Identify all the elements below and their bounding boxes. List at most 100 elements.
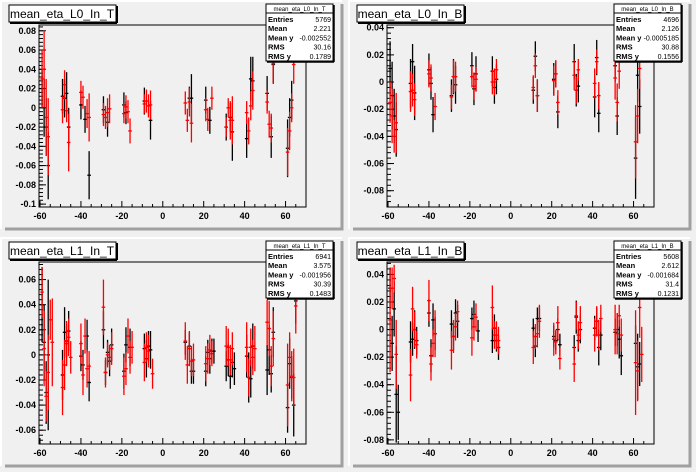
data-point (85, 349, 89, 388)
data-point (537, 304, 542, 338)
chart-svg: -60 -40 -20 0 20 40 60 -0.08 -0.06 -0.04 -0.02 0 0.0… (348, 237, 692, 468)
y-tick-label: 0 (31, 103, 36, 113)
data-point (269, 346, 274, 387)
stats-value: 30.16 (313, 45, 331, 52)
data-point (44, 371, 48, 422)
x-tick-label: 40 (240, 211, 250, 221)
data-point (615, 83, 619, 122)
data-point (50, 298, 55, 387)
data-point (535, 79, 540, 112)
data-point (124, 352, 128, 386)
data-point (289, 351, 294, 402)
data-point (633, 310, 638, 416)
data-point (556, 306, 560, 340)
data-point (109, 332, 114, 365)
data-point (619, 318, 624, 352)
data-point (83, 318, 87, 354)
data-point (210, 86, 214, 110)
data-point (291, 348, 296, 407)
data-point (246, 358, 251, 397)
series-red (40, 30, 296, 177)
data-point (40, 50, 44, 108)
data-point (572, 60, 577, 91)
data-point (40, 267, 44, 318)
data-point (269, 113, 274, 143)
x-tick-label: 0 (508, 211, 513, 221)
data-point (594, 306, 599, 337)
stats-value: 2.126 (661, 26, 679, 33)
chart-title: mean_eta_L1_In_T (10, 244, 115, 258)
x-tick-label: 40 (588, 211, 598, 221)
stats-value: 2.612 (661, 263, 679, 270)
data-point (87, 93, 91, 142)
y-tick-label: 0.04 (18, 300, 36, 310)
pad-mean-eta-l1-in-t: -60 -40 -20 0 20 40 60 -0.06 -0.04 -0.02 0 0.02 0.04… (0, 237, 345, 472)
data-point (390, 88, 394, 144)
stats-label: RMS y (616, 52, 640, 61)
data-point (574, 76, 579, 104)
data-point (62, 339, 67, 391)
data-point (203, 346, 208, 382)
data-point (142, 343, 147, 382)
data-point (187, 87, 192, 117)
y-tick-label: 0.02 (366, 50, 384, 60)
data-point (472, 72, 476, 100)
y-tick-label: 0.02 (18, 325, 36, 335)
data-point (453, 61, 458, 92)
data-point (558, 347, 562, 370)
data-point (429, 64, 433, 92)
data-point (474, 303, 478, 331)
stats-value: 0.1483 (310, 291, 332, 298)
y-tick-label: 0 (379, 325, 384, 335)
data-point (105, 98, 110, 128)
data-point (496, 326, 501, 355)
x-tick-label: 40 (588, 448, 598, 458)
data-point (128, 341, 132, 374)
pad-bevel-shadow (5, 241, 344, 468)
pad-bevel-highlight (0, 0, 342, 229)
data-point (474, 67, 478, 92)
data-point (146, 334, 151, 368)
data-point (124, 95, 128, 119)
pad-mean-eta-l0-in-b: -60 -40 -20 0 20 40 60 -0.08 -0.06 -0.04 -0.02 0 0.0… (348, 0, 693, 235)
data-point (150, 358, 155, 389)
stats-label: RMS y (268, 52, 292, 61)
data-point (592, 68, 597, 99)
data-point (126, 318, 130, 354)
data-point (101, 279, 106, 335)
stats-value: 5608 (663, 254, 679, 261)
chart-svg: -60 -40 -20 0 20 40 60 -0.1 -0.08 -0.06 -0.04 -0.02… (0, 0, 344, 231)
y-tick-label: -0.06 (15, 425, 36, 435)
x-tick-label: 20 (199, 211, 209, 221)
pad-bevel-highlight (0, 237, 342, 466)
data-point (183, 91, 188, 115)
data-point (46, 98, 51, 176)
data-point (392, 264, 396, 293)
data-point (535, 319, 540, 348)
data-point (205, 107, 210, 131)
y-tick-label: -0.08 (363, 435, 384, 445)
data-point (248, 328, 253, 367)
data-point (633, 105, 638, 179)
data-point (185, 108, 190, 132)
y-tick-label: -0.04 (15, 400, 36, 410)
data-point (574, 301, 579, 330)
data-point (66, 318, 71, 357)
data-point (410, 286, 415, 331)
pad-mean-eta-l0-in-t: -60 -40 -20 0 20 40 60 -0.1 -0.08 -0.06 -0.04 -0.02… (0, 0, 345, 235)
data-point (226, 98, 231, 118)
data-point (427, 279, 431, 322)
data-point (64, 320, 69, 367)
data-point (455, 300, 460, 323)
data-point (533, 53, 538, 78)
data-point (224, 117, 229, 137)
stats-label: Entries (616, 252, 641, 261)
data-point (224, 326, 229, 367)
data-point (551, 322, 556, 356)
data-point (578, 306, 583, 340)
x-tick-label: 0 (508, 448, 513, 458)
data-point (388, 82, 392, 123)
stats-value: 6941 (315, 254, 331, 261)
stats-value: 31.4 (665, 282, 679, 289)
data-point (107, 94, 112, 124)
